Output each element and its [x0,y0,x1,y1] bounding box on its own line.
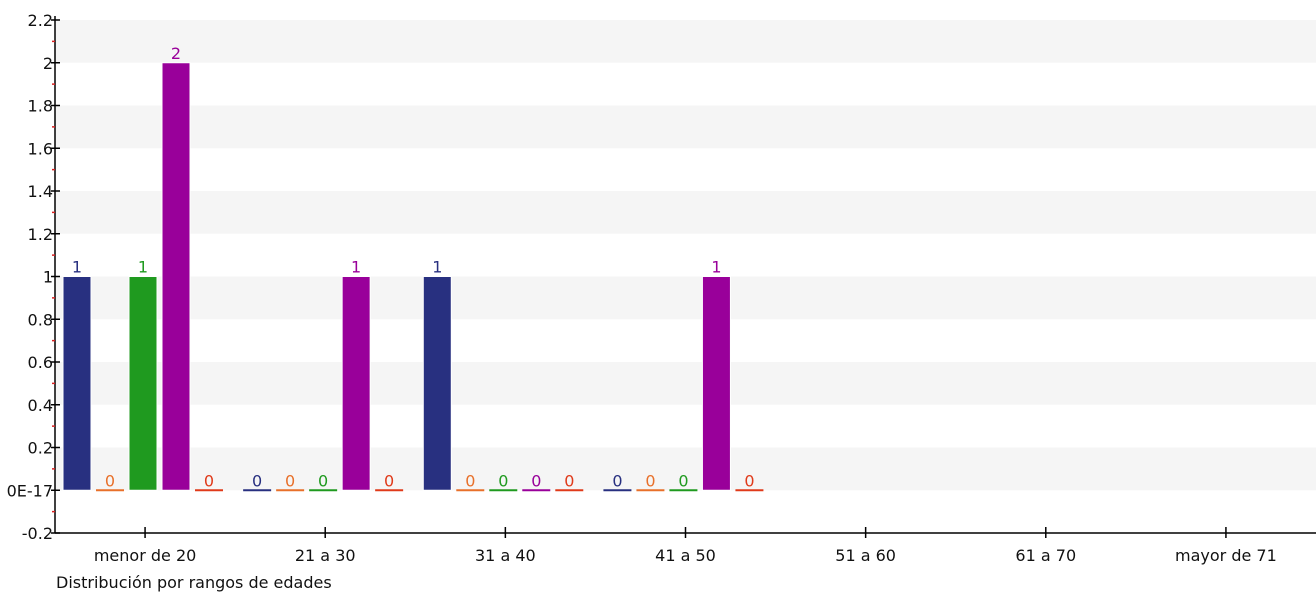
data-label: 0 [531,471,541,490]
bar [701,276,731,491]
y-tick-label: 0E-17 [7,481,53,500]
grid-band [55,319,1316,362]
x-category-label: 61 a 70 [1015,546,1076,565]
grid-band [55,276,1316,320]
y-tick-label: 2.2 [28,11,53,30]
data-label: 0 [384,471,394,490]
y-tick-label: -0.2 [22,524,53,543]
y-tick-label: 0.6 [28,353,53,372]
grid-band [55,62,1316,106]
x-category-label: mayor de 71 [1175,546,1277,565]
y-tick-label: 1.2 [28,225,53,244]
data-label: 0 [678,471,688,490]
data-label: 0 [465,471,475,490]
y-tick-label: 1.8 [28,97,53,116]
grid-band [55,233,1316,277]
y-tick-label: 0.8 [28,310,53,329]
data-label: 0 [498,471,508,490]
x-category-label: menor de 20 [94,546,196,565]
x-category-label: 41 a 50 [655,546,716,565]
data-labels: 1 0 1 0 0 0 0 0 1 0 0 0 2 1 0 1 0 0 0 0 [72,44,755,491]
data-label: 0 [204,471,214,490]
grid-band [55,362,1316,405]
grid-band [55,20,1316,63]
y-tick-label: 0.2 [28,439,53,458]
grid-band [55,404,1316,448]
x-axis-title: Distribución por rangos de edades [56,573,332,592]
grid-bands [55,20,1316,533]
grid-band [55,191,1316,234]
data-label: 0 [564,471,574,490]
y-tick-label: 1.6 [28,139,53,158]
data-label: 0 [645,471,655,490]
x-category-label: 21 a 30 [295,546,356,565]
grid-band [55,148,1316,191]
y-tick-label: 0.4 [28,396,53,415]
x-category-label: 31 a 40 [475,546,536,565]
bar [422,276,452,491]
data-label: 0 [252,471,262,490]
data-label: 1 [72,258,82,277]
grid-band [55,447,1316,491]
data-label: 1 [711,258,721,277]
bar [128,276,158,491]
data-label: 0 [285,471,295,490]
data-label: 0 [612,471,622,490]
data-label: 0 [105,471,115,490]
y-tick-label: 1 [43,268,53,287]
data-label: 1 [351,258,361,277]
grid-band [55,105,1316,149]
data-label: 1 [138,258,148,277]
x-category-label: 51 a 60 [835,546,896,565]
bar [341,276,371,491]
bar [62,276,92,491]
data-label: 1 [432,258,442,277]
axes: -0.2 0E-17 0.2 0.4 0.6 0.8 1 1.2 1.4 1.6 1.8 2 2.2 me… [7,11,1316,565]
bars [62,62,764,492]
grid-band [55,490,1316,533]
y-tick-label: 2 [43,54,53,73]
data-label: 0 [744,471,754,490]
y-tick-label: 1.4 [28,182,53,201]
data-label: 0 [318,471,328,490]
data-label: 2 [171,44,181,63]
bar [161,62,191,491]
